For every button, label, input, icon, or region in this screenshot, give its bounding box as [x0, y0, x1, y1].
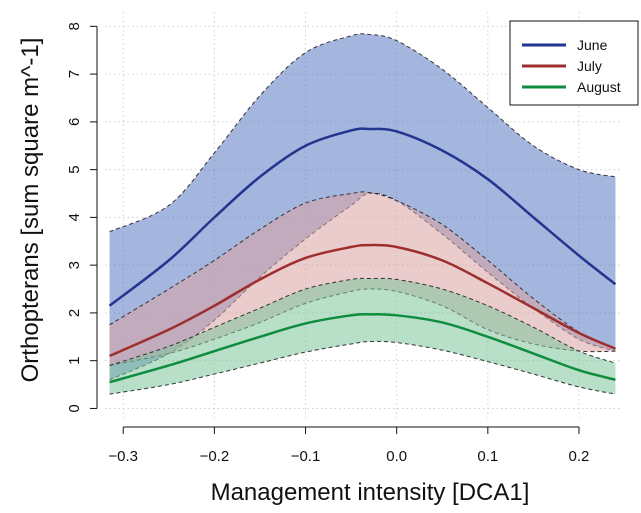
x-tick-label: −0.2 — [200, 448, 230, 465]
upper-bound-august — [109, 277, 616, 366]
y-tick-label: 0 — [66, 404, 83, 412]
legend-label-june: June — [577, 37, 608, 53]
y-tick-label: 8 — [66, 22, 83, 30]
legend: June July August — [509, 20, 639, 106]
y-tick-label: 3 — [66, 261, 83, 269]
x-tick-label: −0.3 — [108, 448, 138, 465]
lower-bound-august — [109, 340, 616, 395]
x-tick-label: 0.1 — [477, 448, 498, 465]
x-tick-label: 0.2 — [569, 448, 590, 465]
y-tick-label: 6 — [66, 118, 83, 126]
y-tick-label: 2 — [66, 309, 83, 317]
upper-bound-june — [109, 33, 616, 233]
legend-box — [509, 20, 639, 106]
y-tick-label: 5 — [66, 165, 83, 173]
axes: −0.3 −0.2 −0.1 0.0 0.1 0.2 0 1 2 3 4 5 6 7 8 — [66, 22, 589, 465]
x-tick-label: 0.0 — [386, 448, 407, 465]
legend-label-august: August — [577, 79, 621, 95]
series-line-july — [109, 243, 616, 358]
series-line-june — [108, 127, 617, 307]
y-tick-label: 4 — [66, 213, 83, 221]
y-tick-label: 1 — [66, 357, 83, 365]
x-axis-title: Management intensity [DCA1] — [211, 479, 530, 506]
series-line-august — [109, 313, 616, 384]
y-tick-label: 7 — [66, 70, 83, 78]
confidence-band-august — [109, 278, 616, 395]
y-axis-title: Orthopterans [sum square m^-1] — [17, 38, 44, 383]
upper-bound-july — [109, 191, 616, 350]
x-tick-label: −0.1 — [291, 448, 321, 465]
series-lines — [108, 127, 617, 384]
legend-label-july: July — [577, 58, 602, 74]
